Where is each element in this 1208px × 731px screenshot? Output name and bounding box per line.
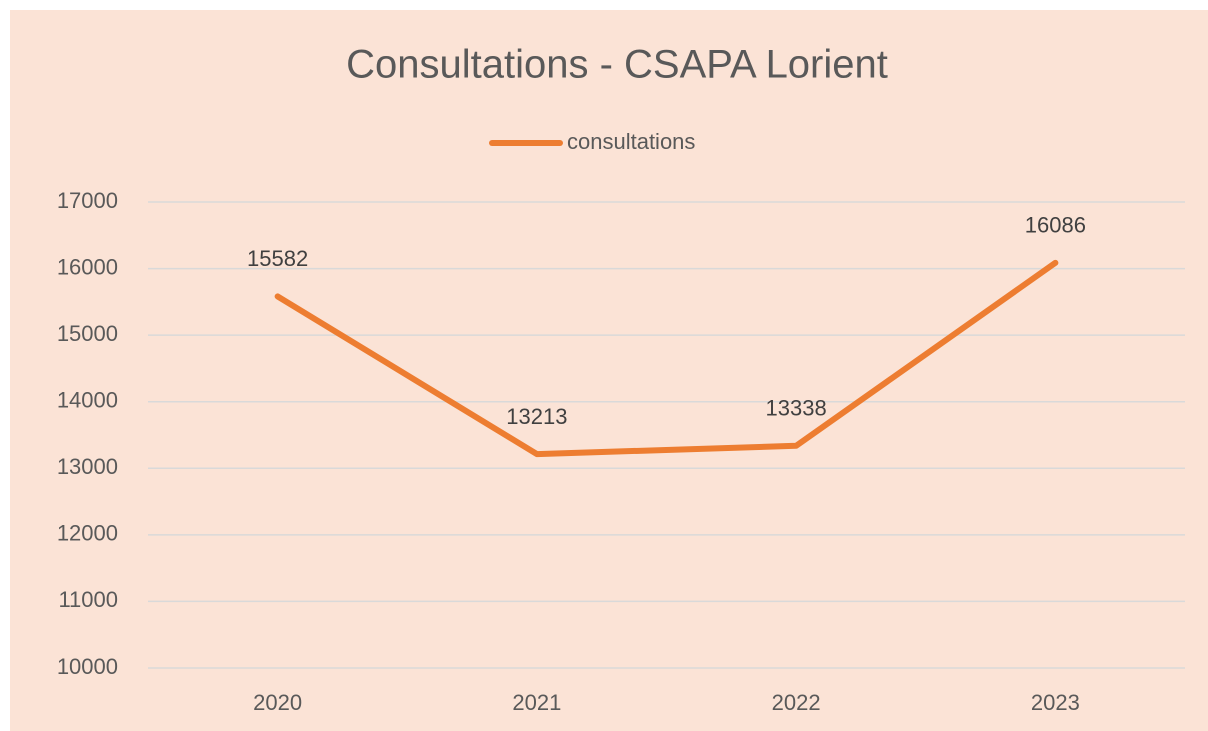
y-tick-label: 10000 — [57, 654, 118, 679]
legend-label: consultations — [567, 129, 695, 154]
x-tick-label: 2021 — [512, 690, 561, 715]
data-label: 13213 — [506, 404, 567, 429]
y-tick-label: 13000 — [57, 454, 118, 479]
chart-title: Consultations - CSAPA Lorient — [346, 43, 888, 87]
data-label: 16086 — [1025, 213, 1086, 238]
line-series — [274, 259, 1059, 458]
y-tick-label: 17000 — [57, 188, 118, 213]
y-tick-label: 12000 — [57, 521, 118, 546]
y-tick-label: 14000 — [57, 388, 118, 413]
data-label: 13338 — [766, 396, 827, 421]
data-label: 15582 — [247, 246, 308, 271]
y-tick-label: 15000 — [57, 321, 118, 346]
y-tick-label: 11000 — [58, 587, 118, 612]
x-tick-label: 2020 — [253, 690, 302, 715]
x-tick-label: 2022 — [772, 690, 821, 715]
x-tick-label: 2023 — [1031, 690, 1080, 715]
chart-background — [10, 10, 1208, 731]
y-tick-label: 16000 — [57, 254, 118, 279]
